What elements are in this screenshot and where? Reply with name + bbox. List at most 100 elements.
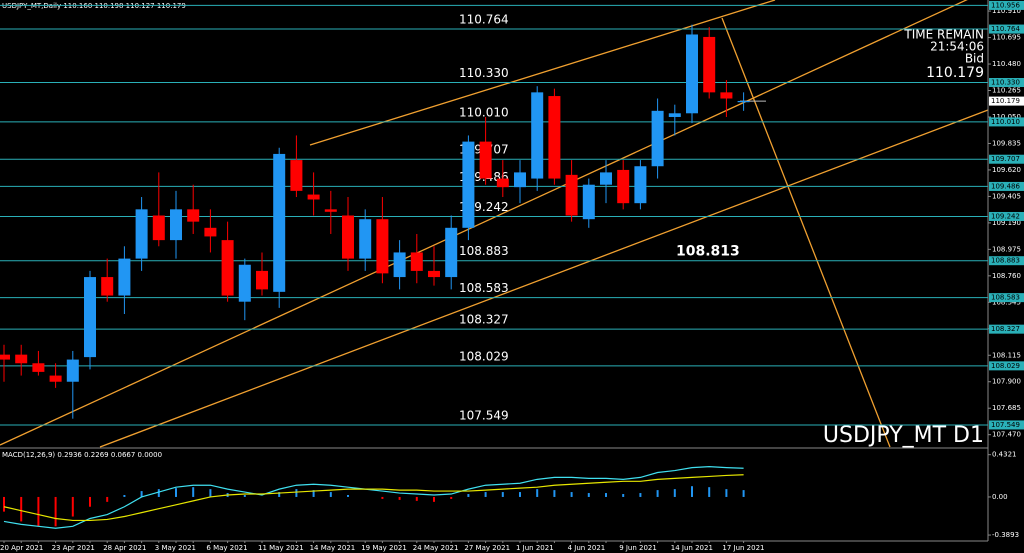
level-label: 110.330 xyxy=(459,66,509,80)
candle-body xyxy=(290,160,303,191)
x-tick-label: 27 May 2021 xyxy=(464,544,510,552)
x-tick-label: 23 Apr 2021 xyxy=(52,544,95,552)
level-tag-label: 110.330 xyxy=(991,79,1020,87)
y-tick-label: 110.050 xyxy=(992,113,1021,121)
candle-body xyxy=(256,270,268,290)
level-tag xyxy=(989,117,1024,127)
level-tag xyxy=(989,24,1024,34)
trendline xyxy=(0,0,968,446)
bid-label: Bid xyxy=(965,52,984,66)
x-tick-label: 14 May 2021 xyxy=(310,544,356,552)
level-tag-label: 109.242 xyxy=(991,212,1020,220)
level-tag-label: 108.029 xyxy=(991,362,1020,370)
level-tag xyxy=(989,181,1024,191)
x-tick-label: 14 Jun 2021 xyxy=(671,544,713,552)
level-label: 107.549 xyxy=(459,408,509,422)
candle-body xyxy=(548,96,561,179)
candle-body xyxy=(324,209,337,212)
y-tick-label: 110.910 xyxy=(992,7,1021,15)
candle-body xyxy=(531,92,544,179)
candle-body xyxy=(342,215,354,259)
candle-body xyxy=(496,178,509,188)
level-tag xyxy=(989,0,1024,10)
candle-body xyxy=(462,141,475,228)
y-tick-label: 110.695 xyxy=(992,34,1021,42)
candle-body xyxy=(514,172,526,188)
bid-value: 110.179 xyxy=(926,65,984,81)
candle-body xyxy=(152,215,165,241)
candle-body xyxy=(15,354,28,364)
x-tick-label: 9 Jun 2021 xyxy=(619,544,657,552)
macd-tick-label: 0.00 xyxy=(992,493,1008,501)
candle-body xyxy=(668,113,681,117)
candle-body xyxy=(238,264,251,302)
candle-body xyxy=(118,258,131,296)
x-tick-label: 6 May 2021 xyxy=(206,544,247,552)
y-tick-label: 108.760 xyxy=(992,272,1021,280)
candle-body xyxy=(170,209,182,241)
x-tick-label: 11 May 2021 xyxy=(258,544,304,552)
level-tag-label: 107.549 xyxy=(991,421,1020,429)
y-tick-label: 109.835 xyxy=(992,139,1021,147)
candle-body xyxy=(445,227,458,278)
candle-body xyxy=(187,209,200,222)
level-label: 110.010 xyxy=(459,105,509,119)
watermark: USDJPY_MT D1 xyxy=(823,423,984,448)
y-tick-label: 109.620 xyxy=(992,166,1021,174)
level-tag-label: 109.486 xyxy=(991,182,1020,190)
y-tick-label: 107.685 xyxy=(992,404,1021,412)
price-label: 108.813 xyxy=(676,243,740,259)
level-tag xyxy=(989,324,1024,334)
bid-tag xyxy=(989,96,1024,106)
level-tag xyxy=(989,211,1024,221)
candle-body xyxy=(703,36,716,93)
y-tick-label: 108.975 xyxy=(992,245,1021,253)
level-tag xyxy=(989,154,1024,164)
candle-body xyxy=(359,219,372,259)
level-tag-label: 108.327 xyxy=(991,325,1020,333)
x-tick-label: 24 May 2021 xyxy=(413,544,459,552)
y-tick-label: 110.480 xyxy=(992,60,1021,68)
timer-time: 21:54:06 xyxy=(930,40,984,54)
chart-title: USDJPY_MT,Daily 110.160 110.198 110.127 … xyxy=(2,2,186,10)
level-tag-label: 110.764 xyxy=(991,25,1020,33)
level-tag-label: 109.707 xyxy=(991,155,1020,163)
macd-tick-label: 0.4321 xyxy=(992,451,1017,459)
x-tick-label: 28 Apr 2021 xyxy=(103,544,146,552)
candle-body xyxy=(651,110,664,167)
candle-body xyxy=(393,252,406,278)
candle-body xyxy=(686,34,698,114)
level-label: 108.029 xyxy=(459,349,509,363)
level-label: 110.764 xyxy=(459,13,509,27)
candle-body xyxy=(204,227,217,237)
candle-body xyxy=(0,354,10,360)
level-tag xyxy=(989,293,1024,303)
level-label: 108.583 xyxy=(459,281,509,295)
level-tag xyxy=(989,420,1024,430)
y-tick-label: 108.115 xyxy=(992,351,1021,359)
level-label: 108.327 xyxy=(459,313,509,327)
x-tick-label: 19 May 2021 xyxy=(361,544,407,552)
candle-body xyxy=(376,219,389,274)
macd-line xyxy=(3,466,744,529)
y-tick-label: 109.190 xyxy=(992,219,1021,227)
level-label: 110.956 xyxy=(459,0,509,3)
x-tick-label: 3 May 2021 xyxy=(155,544,196,552)
macd-tick-label: -0.3893 xyxy=(992,531,1019,539)
y-tick-label: 109.405 xyxy=(992,192,1021,200)
candle-body xyxy=(101,277,114,296)
y-tick-label: 107.470 xyxy=(992,431,1021,439)
candle-body xyxy=(49,375,62,382)
level-tag xyxy=(989,361,1024,371)
x-tick-label: 20 Apr 2021 xyxy=(0,544,43,552)
level-tag xyxy=(989,78,1024,88)
candle-body xyxy=(410,252,423,271)
candle-body xyxy=(600,172,612,185)
macd-line xyxy=(3,474,744,522)
bid-tag-label: 110.179 xyxy=(991,97,1020,105)
level-tag-label: 110.956 xyxy=(991,1,1020,9)
candle-body xyxy=(737,100,750,103)
y-tick-label: 110.265 xyxy=(992,87,1021,95)
candle-body xyxy=(720,92,733,99)
